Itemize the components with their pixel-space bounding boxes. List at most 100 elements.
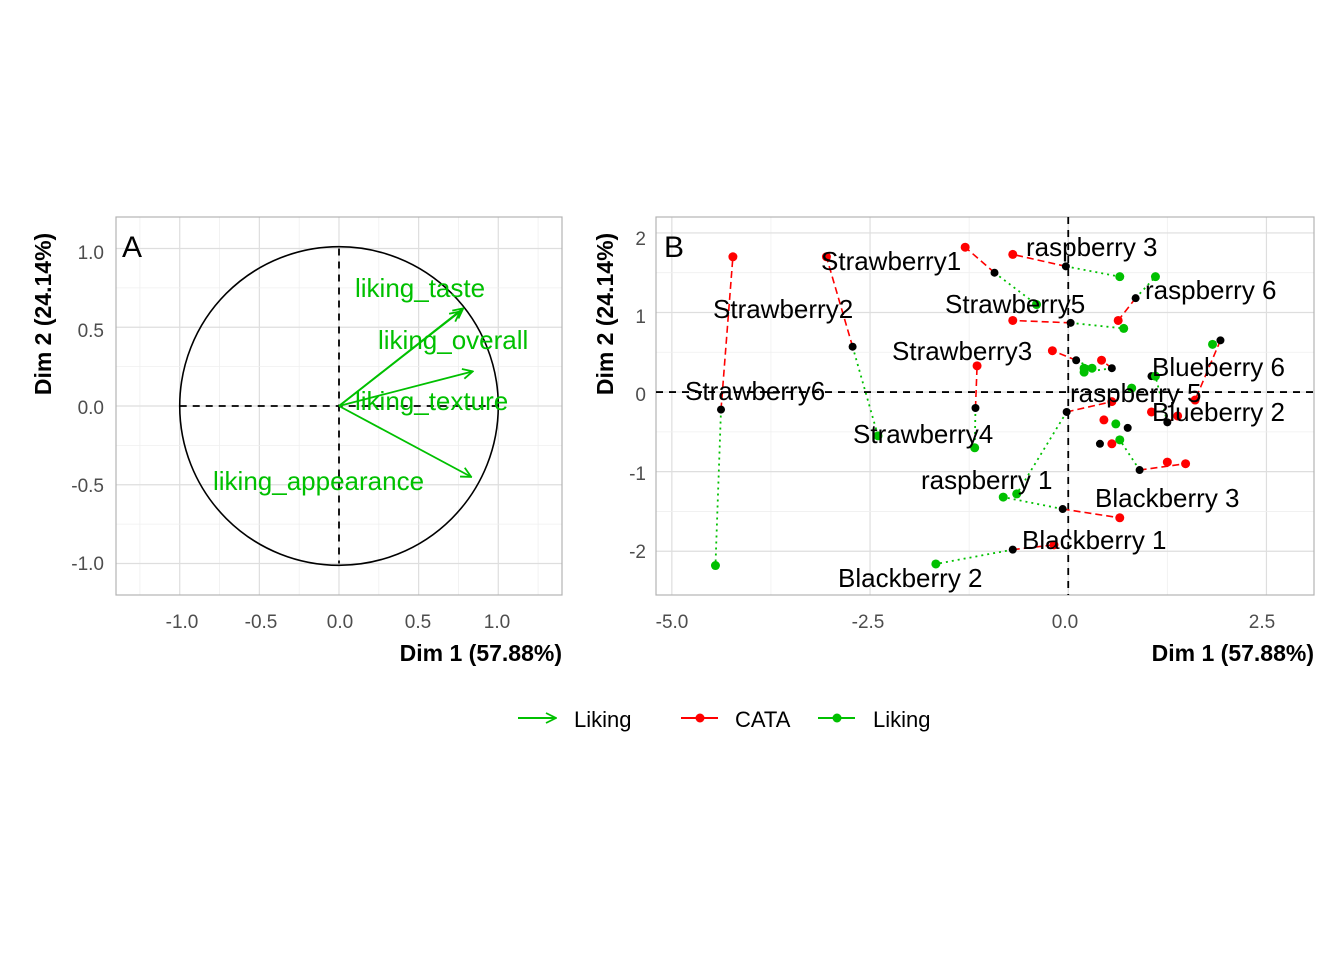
mean-point-strawberry2	[848, 342, 857, 351]
liking-link-raspberry-1	[1015, 411, 1068, 495]
mean-point-strawberry5	[1066, 318, 1075, 327]
cata-point-raspberry-3	[1008, 249, 1018, 259]
mean-point-raspberry-1	[1062, 407, 1071, 416]
vector-liking-texture	[338, 371, 473, 407]
cata-point-blackberry-1	[1115, 513, 1125, 523]
liking-point-strawberry1	[1032, 300, 1042, 310]
cata-point-strawberry6	[728, 252, 738, 262]
cata-point	[1146, 407, 1156, 417]
label-strawberry4: Strawberry4	[853, 419, 993, 449]
liking-link-raspberry-6	[1134, 276, 1157, 299]
mean-point-blackberry-2	[1008, 545, 1017, 554]
grid-b	[656, 217, 1314, 595]
liking-link-blackberry-3	[1119, 439, 1141, 471]
label-raspberry-5: raspberry 5	[1070, 378, 1202, 408]
cata-point	[1107, 439, 1117, 449]
label-blackberry-3: Blackberry 3	[1095, 483, 1240, 513]
x-axis-title-a: Dim 1 (57.88%)	[400, 640, 562, 666]
label-strawberry1: Strawberry1	[821, 246, 961, 276]
mean-point-raspberry-5	[1107, 364, 1116, 373]
y-tick-label: 0	[635, 385, 646, 406]
legend-liking-dot-icon	[832, 713, 842, 723]
label-strawberry2: Strawberry2	[713, 294, 853, 324]
liking-point-blackberry-3	[1115, 435, 1125, 445]
x-tick-label: -2.5	[852, 612, 885, 633]
mean-point	[1123, 423, 1132, 432]
label-blueberry-2: Blueberry 2	[1152, 397, 1285, 427]
cata-link-raspberry-6	[1117, 297, 1137, 321]
cata-link-strawberry6	[720, 256, 734, 410]
liking-link-blackberry-2	[935, 548, 1013, 565]
mean-point	[1095, 439, 1104, 448]
liking-point-strawberry2	[873, 431, 883, 441]
label-liking-texture: liking_texture	[355, 386, 508, 416]
x-axis-title-b: Dim 1 (57.88%)	[1152, 640, 1314, 666]
liking-point-blueberry-2	[1150, 371, 1160, 381]
cata-point-raspberry-6	[1113, 315, 1123, 325]
cata-point-blueberry-2	[1173, 411, 1183, 421]
y-tick-label: -1.0	[71, 554, 104, 575]
panel-a: liking_taste liking_overall liking_textu…	[30, 216, 563, 666]
liking-point-raspberry-1	[1012, 489, 1022, 499]
panel-a-border	[115, 216, 563, 596]
label-raspberry-1: raspberry 1	[921, 465, 1053, 495]
x-tick-label: 0.5	[405, 612, 431, 633]
cata-point-blackberry-3	[1181, 459, 1191, 469]
vector-liking-appearance	[338, 405, 471, 477]
y-tick-label: 1	[635, 307, 646, 328]
mean-point-blueberry-6	[1216, 336, 1225, 345]
cata-link-strawberry1	[964, 246, 996, 274]
x-tick-label: 1.0	[484, 612, 510, 633]
cata-point-strawberry2	[821, 252, 831, 262]
mean-point-strawberry3	[1072, 356, 1081, 365]
ticks-a: -1.0 -0.5 0.0 0.5 1.0 1.0 0.5 0.0 -0.5 -…	[71, 243, 510, 633]
label-strawberry3: Strawberry3	[892, 336, 1032, 366]
y-tick-label: -1	[629, 464, 646, 485]
label-raspberry-6: raspberry 6	[1145, 275, 1277, 305]
label-strawberry6: Strawberry6	[685, 376, 825, 406]
label-liking-appearance: liking_appearance	[213, 466, 424, 496]
cata-point-strawberry5	[1008, 315, 1018, 325]
label-blueberry-6: Blueberry 6	[1152, 352, 1285, 382]
liking-point-strawberry6	[710, 561, 720, 571]
mean-point-blackberry-3	[1135, 466, 1144, 475]
liking-point-raspberry-3	[1115, 272, 1125, 282]
x-tick-label: 0.0	[1052, 612, 1078, 633]
panel-b-border	[655, 216, 1315, 596]
liking-link-raspberry-3	[1065, 265, 1120, 278]
mean-point-strawberry6	[717, 405, 726, 414]
y-tick-label: 1.0	[78, 243, 104, 264]
liking-point-blackberry-1	[998, 492, 1008, 502]
liking-link-blueberry-2	[1154, 375, 1169, 423]
cata-point-blueberry-6	[1190, 395, 1200, 405]
cata-point-raspberry-5	[1097, 355, 1107, 365]
cata-link-raspberry-1	[1066, 400, 1113, 413]
liking-point-strawberry3	[1087, 363, 1097, 373]
liking-point-blueberry-6	[1208, 339, 1218, 349]
y-tick-label: 2	[635, 229, 646, 250]
vectors-a	[338, 308, 473, 477]
cata-link-blackberry-1	[1062, 508, 1120, 519]
liking-point-strawberry5	[1119, 323, 1129, 333]
legend-cata-label: CATA	[735, 707, 791, 732]
x-tick-label: -1.0	[166, 612, 199, 633]
liking-point-raspberry-5	[1079, 367, 1089, 377]
cata-point	[1099, 415, 1109, 425]
liking-point-raspberry-6	[1150, 272, 1160, 282]
cata-link-blackberry-3	[1139, 462, 1186, 471]
legend-arrow-label: Liking	[574, 707, 631, 732]
liking-link-strawberry6	[714, 409, 722, 566]
liking-point-blackberry-2	[931, 559, 941, 569]
y-tick-label: 0.0	[78, 398, 104, 419]
label-raspberry-3: raspberry 3	[1026, 232, 1158, 262]
label-strawberry5: Strawberry5	[945, 289, 1085, 319]
liking-point	[1127, 383, 1137, 393]
liking-link-strawberry4	[973, 407, 977, 448]
legend-liking-label: Liking	[873, 707, 930, 732]
y-tick-label: -0.5	[71, 476, 104, 497]
cata-point-strawberry4	[972, 361, 982, 371]
cata-point-strawberry3	[1047, 346, 1057, 356]
vector-liking-overall	[338, 312, 460, 407]
legend-cata-dot-icon	[695, 713, 705, 723]
